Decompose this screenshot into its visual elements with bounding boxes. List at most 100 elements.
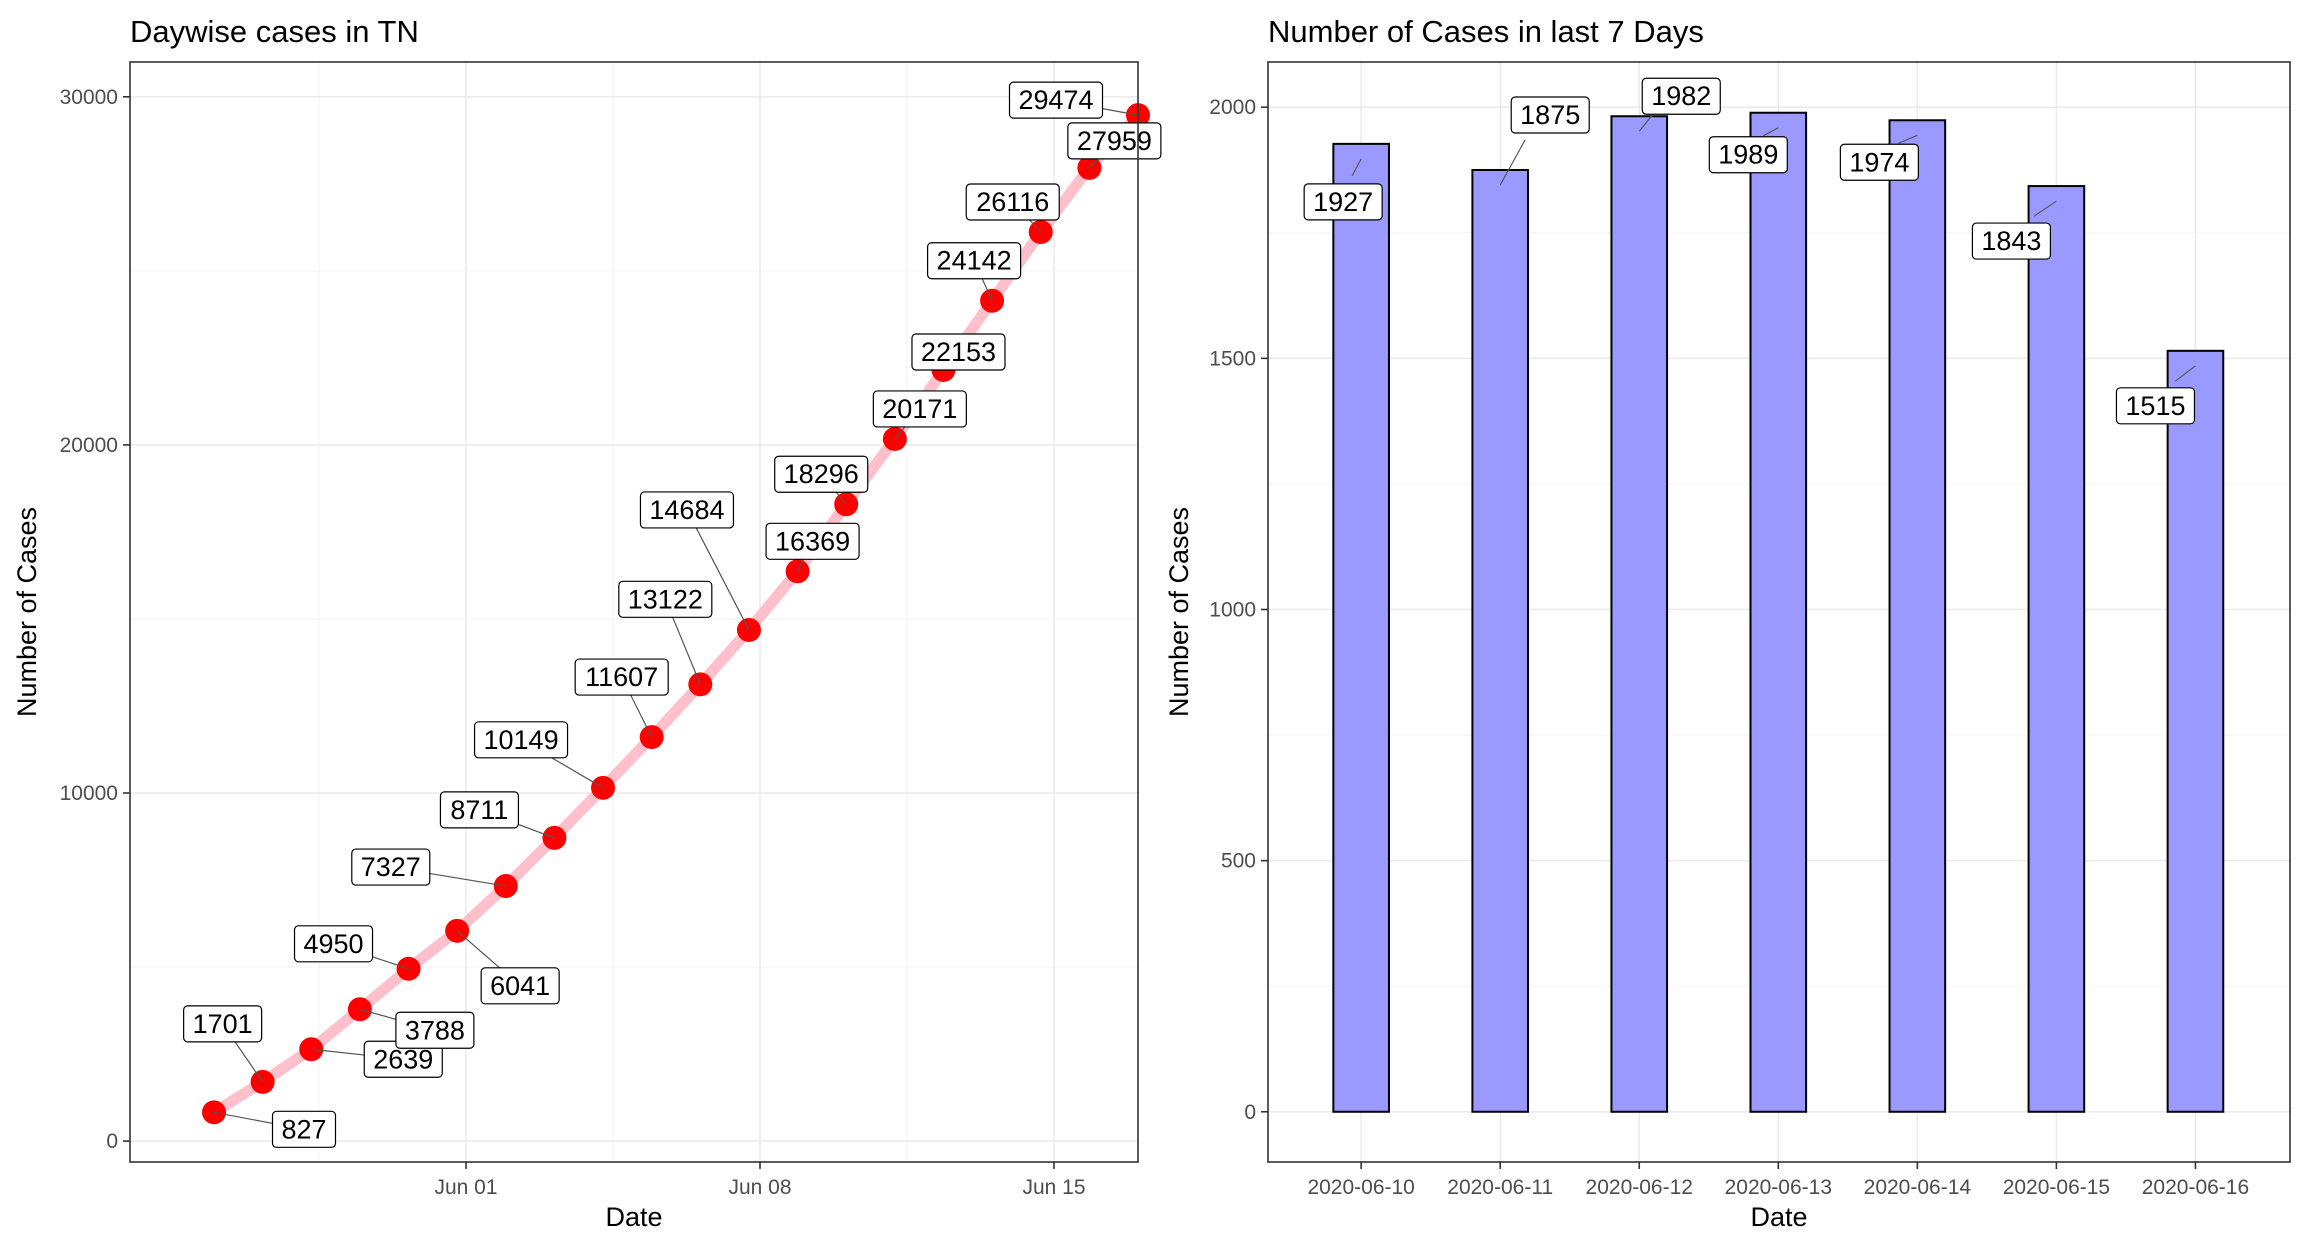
data-label-text: 2639	[373, 1044, 433, 1074]
data-label: 10149	[473, 721, 569, 759]
data-label-text: 4950	[303, 929, 363, 959]
data-label-text: 16369	[775, 526, 850, 556]
label-leader-line	[2033, 200, 2057, 217]
data-label-box	[872, 390, 967, 428]
data-label-box	[639, 491, 735, 529]
bar-value-label-box	[2115, 387, 2196, 425]
data-label: 20171	[872, 390, 967, 428]
data-label-text: 8711	[450, 795, 508, 825]
bar-value-label-text: 1515	[2125, 391, 2185, 421]
data-label-box	[774, 455, 869, 493]
bar-2020-06-16	[2166, 349, 2225, 1113]
bar-value-label-text: 1974	[1849, 147, 1909, 177]
data-label: 16369	[765, 522, 860, 560]
data-label: 827	[271, 1110, 337, 1148]
x-tick-label: 2020-06-10	[1307, 1176, 1414, 1199]
data-label: 18296	[774, 455, 869, 493]
data-label-text: 6041	[490, 971, 550, 1001]
label-leader-line	[2175, 365, 2196, 382]
bar-value-label-box	[1303, 183, 1383, 221]
data-label-text: 11607	[585, 662, 658, 692]
daywise-axes: 0 10000 20000 30000 Jun 01 Jun 08 Jun 15	[60, 86, 1086, 1199]
label-leader-line	[1499, 139, 1526, 186]
bar-value-label-box	[1839, 143, 1919, 181]
daywise-panel-border	[129, 61, 1139, 1163]
data-label-text: 1701	[193, 1009, 253, 1039]
last-7-days-chart: Number of Cases in last 7 Days 192718751…	[1164, 14, 2291, 1232]
data-label-box	[439, 791, 520, 829]
bar-value-label-text: 1843	[1981, 226, 2041, 256]
data-label-box	[293, 925, 374, 963]
data-label-text: 13122	[628, 584, 703, 614]
data-label-box	[473, 721, 569, 759]
data-label-box	[271, 1110, 337, 1148]
data-label: 2639	[363, 1040, 443, 1078]
daywise-y-axis-title: Number of Cases	[12, 507, 42, 717]
bar-value-label-text: 1982	[1651, 81, 1711, 111]
bar-value-label-box	[1510, 96, 1590, 134]
bar-value-label: 1515	[2115, 387, 2196, 425]
bar-2020-06-10	[1332, 142, 1390, 1113]
label-leader-line	[1898, 134, 1918, 144]
data-label: 29474	[1008, 81, 1104, 119]
bar-value-label-text: 1989	[1718, 140, 1778, 170]
data-label: 7327	[351, 848, 431, 886]
bar-2020-06-15	[2027, 185, 2086, 1113]
bar-2020-06-13	[1749, 111, 1808, 1113]
x-tick-label: 2020-06-16	[2142, 1176, 2249, 1199]
x-tick-label: Jun 15	[1022, 1176, 1085, 1199]
last-7-days-axes: 0 500 1000 1500 2000 2020-06-10 2020-06-11 2020…	[1209, 96, 2249, 1199]
bar-2020-06-12	[1610, 115, 1669, 1113]
data-label-box	[395, 1011, 475, 1049]
bar-value-label: 1989	[1708, 136, 1788, 174]
data-label-text: 10149	[484, 725, 559, 755]
x-tick-label: 2020-06-14	[1864, 1176, 1972, 1199]
data-label-box	[351, 848, 431, 886]
data-label: 24142	[927, 242, 1022, 280]
data-label: 13122	[618, 580, 713, 618]
x-tick-label: 2020-06-11	[1447, 1176, 1553, 1199]
data-label: 22153	[911, 333, 1006, 371]
y-tick-label: 0	[1244, 1101, 1256, 1124]
bar-value-label: 1927	[1303, 183, 1383, 221]
y-tick-label: 20000	[60, 434, 118, 457]
data-label-box	[1008, 81, 1104, 119]
label-leader-line	[686, 509, 750, 631]
y-tick-label: 1000	[1209, 598, 1256, 621]
data-label-box	[965, 183, 1060, 221]
data-label-text: 22153	[921, 337, 996, 367]
data-label-box	[618, 580, 713, 618]
label-leader-line	[1351, 158, 1362, 177]
data-label-text: 29474	[1018, 85, 1093, 115]
y-tick-label: 10000	[60, 782, 118, 805]
data-label-box	[574, 658, 669, 696]
bar-value-label: 1982	[1641, 77, 1721, 115]
data-label: 11607	[574, 658, 669, 696]
data-label-text: 27959	[1077, 126, 1152, 156]
bar-value-label: 1974	[1839, 143, 1919, 181]
y-tick-label: 0	[106, 1130, 118, 1153]
data-label: 4950	[293, 925, 374, 963]
last-7-days-x-axis-title: Date	[1750, 1202, 1807, 1232]
bar-value-label-box	[1708, 136, 1788, 174]
bar-2020-06-11	[1471, 168, 1530, 1113]
daywise-chart-title: Daywise cases in TN	[130, 14, 419, 49]
bar-value-label-box	[1971, 222, 2052, 260]
data-label-text: 18296	[784, 459, 859, 489]
bar-value-label-text: 1927	[1313, 187, 1373, 217]
x-tick-label: Jun 08	[728, 1176, 791, 1199]
data-label: 3788	[395, 1011, 475, 1049]
last-7-days-y-axis-title: Number of Cases	[1164, 507, 1194, 717]
data-label-text: 26116	[976, 187, 1049, 217]
label-leader-line	[1763, 127, 1779, 137]
x-tick-label: 2020-06-13	[1725, 1176, 1832, 1199]
bar-value-label: 1875	[1510, 96, 1590, 134]
data-label-text: 3788	[405, 1015, 465, 1045]
data-label-box	[765, 522, 860, 560]
last-7-days-chart-title: Number of Cases in last 7 Days	[1268, 14, 1704, 49]
